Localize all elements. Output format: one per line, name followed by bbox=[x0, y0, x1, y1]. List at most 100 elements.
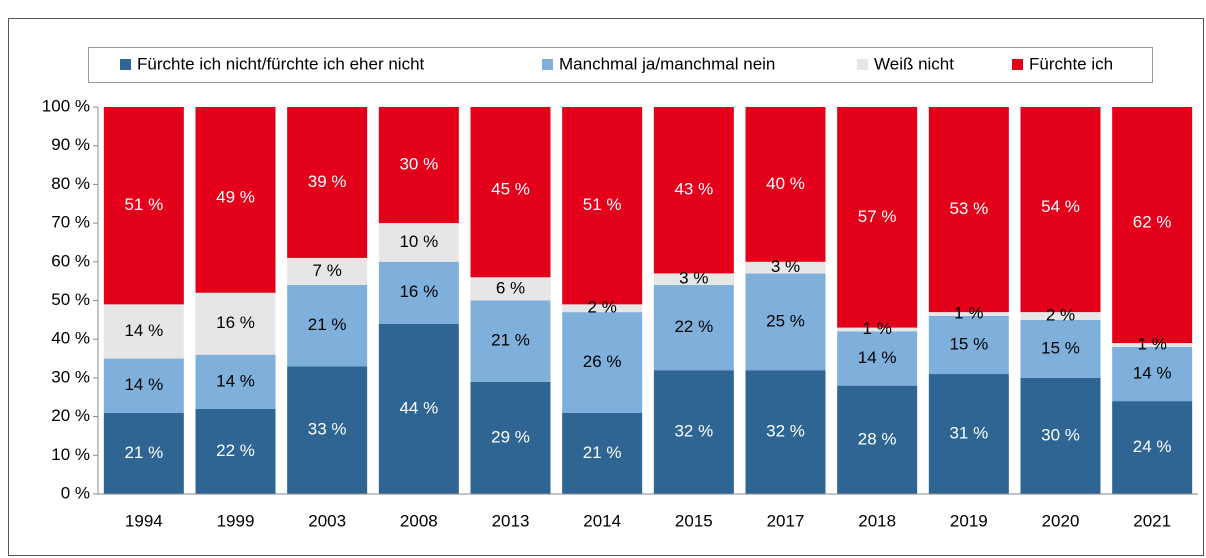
data-label: 30 % bbox=[1041, 425, 1080, 444]
bar-segment bbox=[562, 304, 643, 313]
bar-segment bbox=[378, 323, 459, 494]
y-tick-label: 70 % bbox=[51, 213, 90, 232]
legend-label: Fürchte ich bbox=[1029, 54, 1113, 73]
bar-segment bbox=[470, 277, 551, 301]
x-tick-label: 1999 bbox=[217, 511, 255, 530]
bar-segment bbox=[287, 257, 368, 286]
bar-segment bbox=[378, 261, 459, 324]
bar-segment bbox=[287, 366, 368, 494]
legend-label: Weiß nicht bbox=[874, 54, 954, 73]
x-tick-label: 2019 bbox=[950, 511, 988, 530]
bar-segment bbox=[745, 273, 826, 371]
y-tick-label: 80 % bbox=[51, 174, 90, 193]
bar-segment bbox=[103, 304, 184, 359]
bar-segment bbox=[562, 107, 643, 305]
data-label: 32 % bbox=[674, 422, 713, 441]
legend-label: Manchmal ja/manchmal nein bbox=[559, 54, 775, 73]
frame bbox=[8, 18, 1204, 556]
bar-segment bbox=[837, 385, 918, 494]
y-tick-label: 30 % bbox=[51, 367, 90, 386]
data-label: 43 % bbox=[674, 180, 713, 199]
data-label: 22 % bbox=[216, 441, 255, 460]
bar-segment bbox=[928, 107, 1009, 313]
x-tick-label: 2021 bbox=[1133, 511, 1171, 530]
data-label: 31 % bbox=[949, 423, 988, 442]
data-label: 21 % bbox=[308, 315, 347, 334]
bar-segment bbox=[1020, 377, 1101, 494]
y-tick-label: 20 % bbox=[51, 406, 90, 425]
x-tick-label: 2015 bbox=[675, 511, 713, 530]
data-label: 51 % bbox=[583, 195, 622, 214]
data-label: 30 % bbox=[399, 155, 438, 174]
bar-segment bbox=[103, 358, 184, 413]
data-label: 51 % bbox=[124, 195, 163, 214]
bar-segment bbox=[195, 354, 276, 409]
bar-segment bbox=[195, 107, 276, 293]
bar-segment bbox=[1020, 319, 1101, 378]
x-tick-label: 2017 bbox=[767, 511, 805, 530]
data-label: 2 % bbox=[588, 298, 617, 317]
bar-segment bbox=[745, 370, 826, 494]
y-tick-label: 100 % bbox=[42, 96, 90, 115]
bar-segment bbox=[928, 315, 1009, 375]
y-tick-label: 0 % bbox=[61, 483, 90, 502]
data-label: 28 % bbox=[858, 429, 897, 448]
data-label: 3 % bbox=[679, 269, 708, 288]
data-label: 14 % bbox=[858, 348, 897, 367]
y-tick-label: 40 % bbox=[51, 329, 90, 348]
bar-segment bbox=[928, 374, 1009, 494]
bars bbox=[103, 107, 1193, 494]
data-label: 53 % bbox=[949, 199, 988, 218]
legend-swatch bbox=[542, 59, 553, 70]
legend-swatch bbox=[120, 59, 131, 70]
data-label: 15 % bbox=[1041, 338, 1080, 357]
bar-segment bbox=[287, 285, 368, 367]
data-label: 1 % bbox=[954, 304, 983, 323]
bar-segment bbox=[378, 223, 459, 262]
bar-segment bbox=[1112, 401, 1193, 494]
bar-segment bbox=[470, 381, 551, 494]
data-label: 6 % bbox=[496, 278, 525, 297]
data-label: 32 % bbox=[766, 422, 805, 441]
data-label: 14 % bbox=[1133, 364, 1172, 383]
data-label: 21 % bbox=[124, 443, 163, 462]
x-tick-label: 2018 bbox=[858, 511, 896, 530]
data-label: 33 % bbox=[308, 420, 347, 439]
x-tick-label: 2020 bbox=[1042, 511, 1080, 530]
bar-segment bbox=[470, 300, 551, 382]
data-label: 22 % bbox=[674, 317, 713, 336]
bar-segment bbox=[470, 107, 551, 278]
data-label: 21 % bbox=[583, 443, 622, 462]
bar-segment bbox=[195, 408, 276, 494]
x-tick-label: 2003 bbox=[308, 511, 346, 530]
bar-segment bbox=[837, 331, 918, 386]
y-tick-label: 10 % bbox=[51, 445, 90, 464]
data-label: 3 % bbox=[771, 257, 800, 276]
data-label: 54 % bbox=[1041, 197, 1080, 216]
bar-segment bbox=[103, 107, 184, 305]
bar-segment bbox=[653, 285, 734, 371]
bar-segment bbox=[837, 107, 918, 328]
bar-segment bbox=[653, 273, 734, 286]
bar-segment bbox=[1020, 107, 1101, 313]
bar-segment bbox=[378, 107, 459, 224]
data-label: 16 % bbox=[216, 313, 255, 332]
y-tick-label: 60 % bbox=[51, 251, 90, 270]
data-label: 14 % bbox=[124, 321, 163, 340]
bar-segment bbox=[1020, 312, 1101, 320]
data-label: 1 % bbox=[1138, 334, 1167, 353]
bar-segment bbox=[195, 292, 276, 355]
data-label: 45 % bbox=[491, 180, 530, 199]
bar-segment bbox=[1112, 343, 1193, 347]
bar-segment bbox=[653, 107, 734, 274]
legend-label: Fürchte ich nicht/fürchte ich eher nicht bbox=[137, 54, 425, 73]
x-tick-label: 2014 bbox=[583, 511, 621, 530]
data-label: 1 % bbox=[863, 319, 892, 338]
data-label: 14 % bbox=[124, 375, 163, 394]
data-label: 10 % bbox=[399, 232, 438, 251]
bar-segment bbox=[1112, 107, 1193, 344]
bar-segment bbox=[745, 261, 826, 274]
data-label: 39 % bbox=[308, 172, 347, 191]
data-label: 16 % bbox=[399, 282, 438, 301]
